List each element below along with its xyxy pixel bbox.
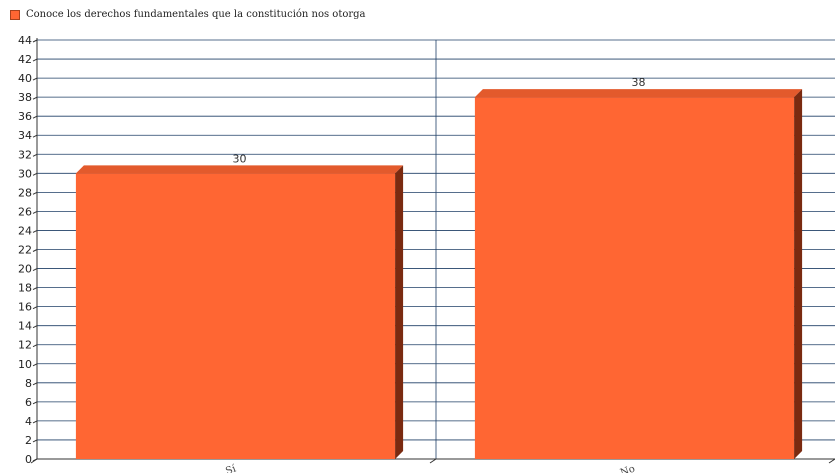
y-tick <box>32 58 38 62</box>
y-tick-label: 4 <box>25 415 32 428</box>
labels: 0246810121416182022242628303234363840424… <box>18 34 646 473</box>
bar-side <box>794 89 803 460</box>
y-tick <box>32 420 38 424</box>
y-tick <box>32 401 38 405</box>
bar-front <box>474 97 795 460</box>
y-tick-label: 0 <box>25 453 32 466</box>
y-tick <box>32 115 38 119</box>
bar <box>474 89 803 460</box>
y-tick-label: 22 <box>18 244 32 257</box>
y-tick <box>32 96 38 100</box>
y-tick-label: 28 <box>18 186 32 199</box>
bar-side <box>395 165 404 459</box>
y-tick-label: 18 <box>18 282 32 295</box>
bars <box>75 89 803 460</box>
x-tick <box>30 458 38 464</box>
y-tick-label: 16 <box>18 301 32 314</box>
y-tick-label: 36 <box>18 110 32 123</box>
y-tick <box>32 363 38 367</box>
y-tick <box>32 287 38 291</box>
bar-top <box>474 89 803 98</box>
y-tick <box>32 268 38 271</box>
bar-front <box>75 173 396 459</box>
data-label: 30 <box>233 152 247 165</box>
legend-swatch <box>10 9 20 20</box>
y-tick-label: 44 <box>18 34 32 47</box>
y-tick <box>32 439 38 443</box>
y-tick-label: 2 <box>25 434 32 447</box>
y-tick-label: 20 <box>18 263 32 276</box>
y-tick-label: 12 <box>18 339 32 352</box>
y-tick <box>32 230 38 233</box>
x-tick <box>828 458 835 464</box>
y-tick <box>32 172 38 176</box>
y-tick <box>32 306 38 310</box>
data-label: 38 <box>632 76 646 89</box>
y-tick-label: 6 <box>25 396 32 409</box>
y-tick-label: 14 <box>18 320 32 333</box>
y-tick-label: 30 <box>18 167 32 180</box>
y-tick-label: 34 <box>18 129 32 142</box>
category-label: Sí <box>224 463 238 473</box>
category-label: No <box>619 463 637 473</box>
y-tick-label: 32 <box>18 148 32 161</box>
legend-label: Conoce los derechos fundamentales que la… <box>26 9 366 20</box>
y-tick <box>32 39 38 43</box>
y-tick-label: 24 <box>18 224 32 237</box>
y-tick <box>32 134 38 138</box>
y-tick <box>32 77 38 81</box>
y-tick <box>32 325 38 329</box>
y-tick <box>32 382 38 386</box>
y-tick-label: 40 <box>18 72 32 85</box>
y-tick-label: 42 <box>18 53 32 66</box>
y-tick <box>32 249 38 252</box>
x-tick <box>429 458 437 464</box>
y-tick-label: 10 <box>18 358 32 371</box>
y-tick <box>32 191 38 195</box>
y-tick <box>32 210 38 214</box>
y-tick-label: 38 <box>18 91 32 104</box>
bar-top <box>75 165 404 174</box>
y-tick-label: 8 <box>25 377 32 390</box>
bar <box>75 165 404 459</box>
legend: Conoce los derechos fundamentales que la… <box>10 9 366 20</box>
y-tick <box>32 153 38 157</box>
y-tick <box>32 344 38 348</box>
y-tick-label: 26 <box>18 205 32 218</box>
